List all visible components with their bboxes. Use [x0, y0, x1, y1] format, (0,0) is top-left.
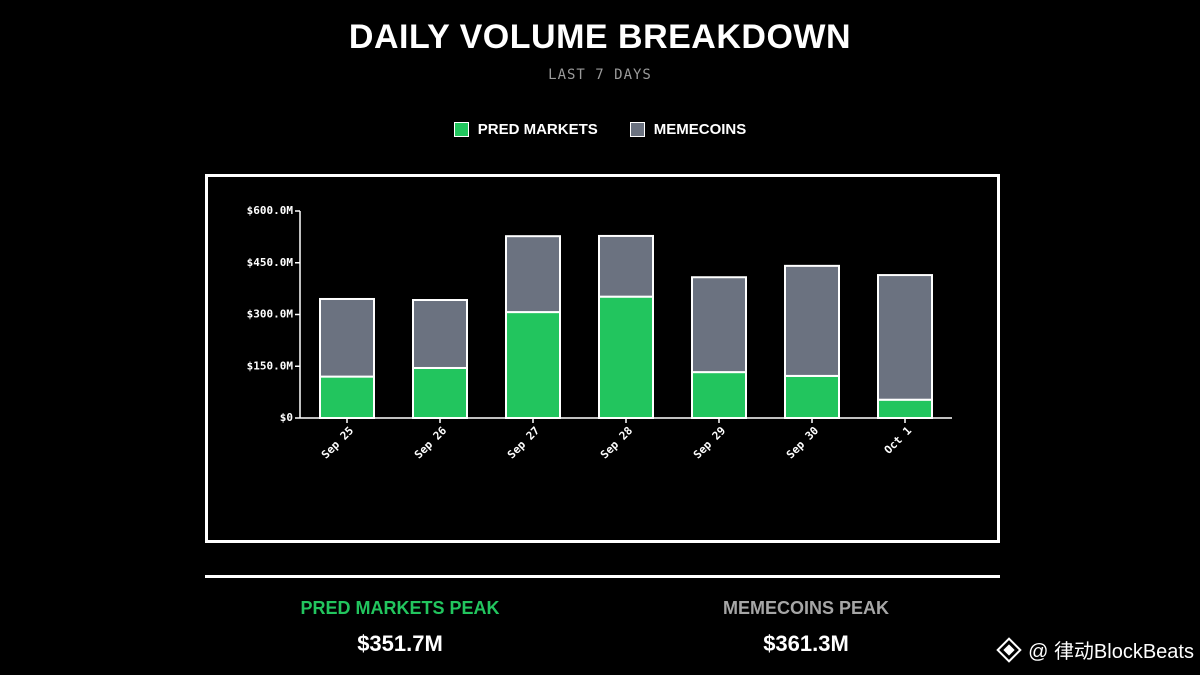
bar-pred-markets [319, 375, 375, 420]
memecoins-peak-value: $361.3M [763, 631, 849, 656]
legend-item-memecoins: MEMECOINS [629, 121, 747, 138]
memecoins-peak: MEMECOINS PEAK $361.3M [646, 598, 966, 657]
memecoins-peak-label: MEMECOINS PEAK [722, 598, 890, 618]
legend-label-memecoins: MEMECOINS [653, 121, 747, 138]
bar-memecoins [784, 264, 840, 377]
chart-title: DAILY VOLUME BREAKDOWN [348, 18, 852, 56]
bar-memecoins [505, 235, 561, 314]
y-tick-label: $600.0M [247, 204, 294, 217]
legend-label-pred-markets: PRED MARKETS [477, 121, 598, 138]
y-tick-label: $150.0M [247, 359, 294, 372]
bar-pred-markets [877, 398, 933, 419]
x-tick-label: Sep 26 [412, 424, 450, 462]
x-tick-label: Sep 27 [505, 424, 542, 461]
bar-pred-markets [505, 311, 561, 419]
diamond-logo-icon [996, 636, 1022, 663]
y-tick-label: $300.0M [247, 308, 294, 321]
pred-markets-peak-value: $351.7M [357, 631, 443, 656]
watermark-text: @ 律动BlockBeats [1028, 641, 1194, 663]
bar-memecoins [877, 274, 933, 401]
bar-memecoins [691, 276, 747, 374]
bar-pred-markets [784, 374, 840, 420]
bar-memecoins [319, 297, 375, 378]
chart-subtitle: LAST 7 DAYS [548, 67, 652, 83]
x-tick-label: Sep 25 [319, 424, 356, 461]
bar-memecoins [412, 299, 468, 369]
legend-swatch-pred-markets [453, 122, 469, 137]
pred-markets-peak-label: PRED MARKETS PEAK [300, 598, 500, 618]
x-tick-label: Sep 29 [691, 424, 728, 461]
bar-pred-markets [412, 366, 468, 420]
divider-line [205, 575, 1000, 578]
bar-pred-markets [691, 371, 747, 419]
legend: PRED MARKETS MEMECOINS [0, 121, 1200, 138]
y-tick-label: $450.0M [247, 256, 294, 269]
watermark: @ 律动BlockBeats [996, 635, 1194, 664]
x-tick-label: Sep 28 [598, 424, 635, 461]
x-tick-label: Sep 30 [784, 424, 821, 461]
legend-item-pred-markets: PRED MARKETS [453, 121, 598, 138]
bar-memecoins [598, 234, 654, 298]
y-tick-label: $0 [280, 411, 293, 424]
legend-swatch-memecoins [629, 122, 645, 137]
bar-pred-markets [598, 295, 654, 420]
pred-markets-peak: PRED MARKETS PEAK $351.7M [240, 598, 560, 657]
x-tick-label: Oct 1 [882, 424, 915, 457]
chart-frame [205, 174, 1000, 543]
